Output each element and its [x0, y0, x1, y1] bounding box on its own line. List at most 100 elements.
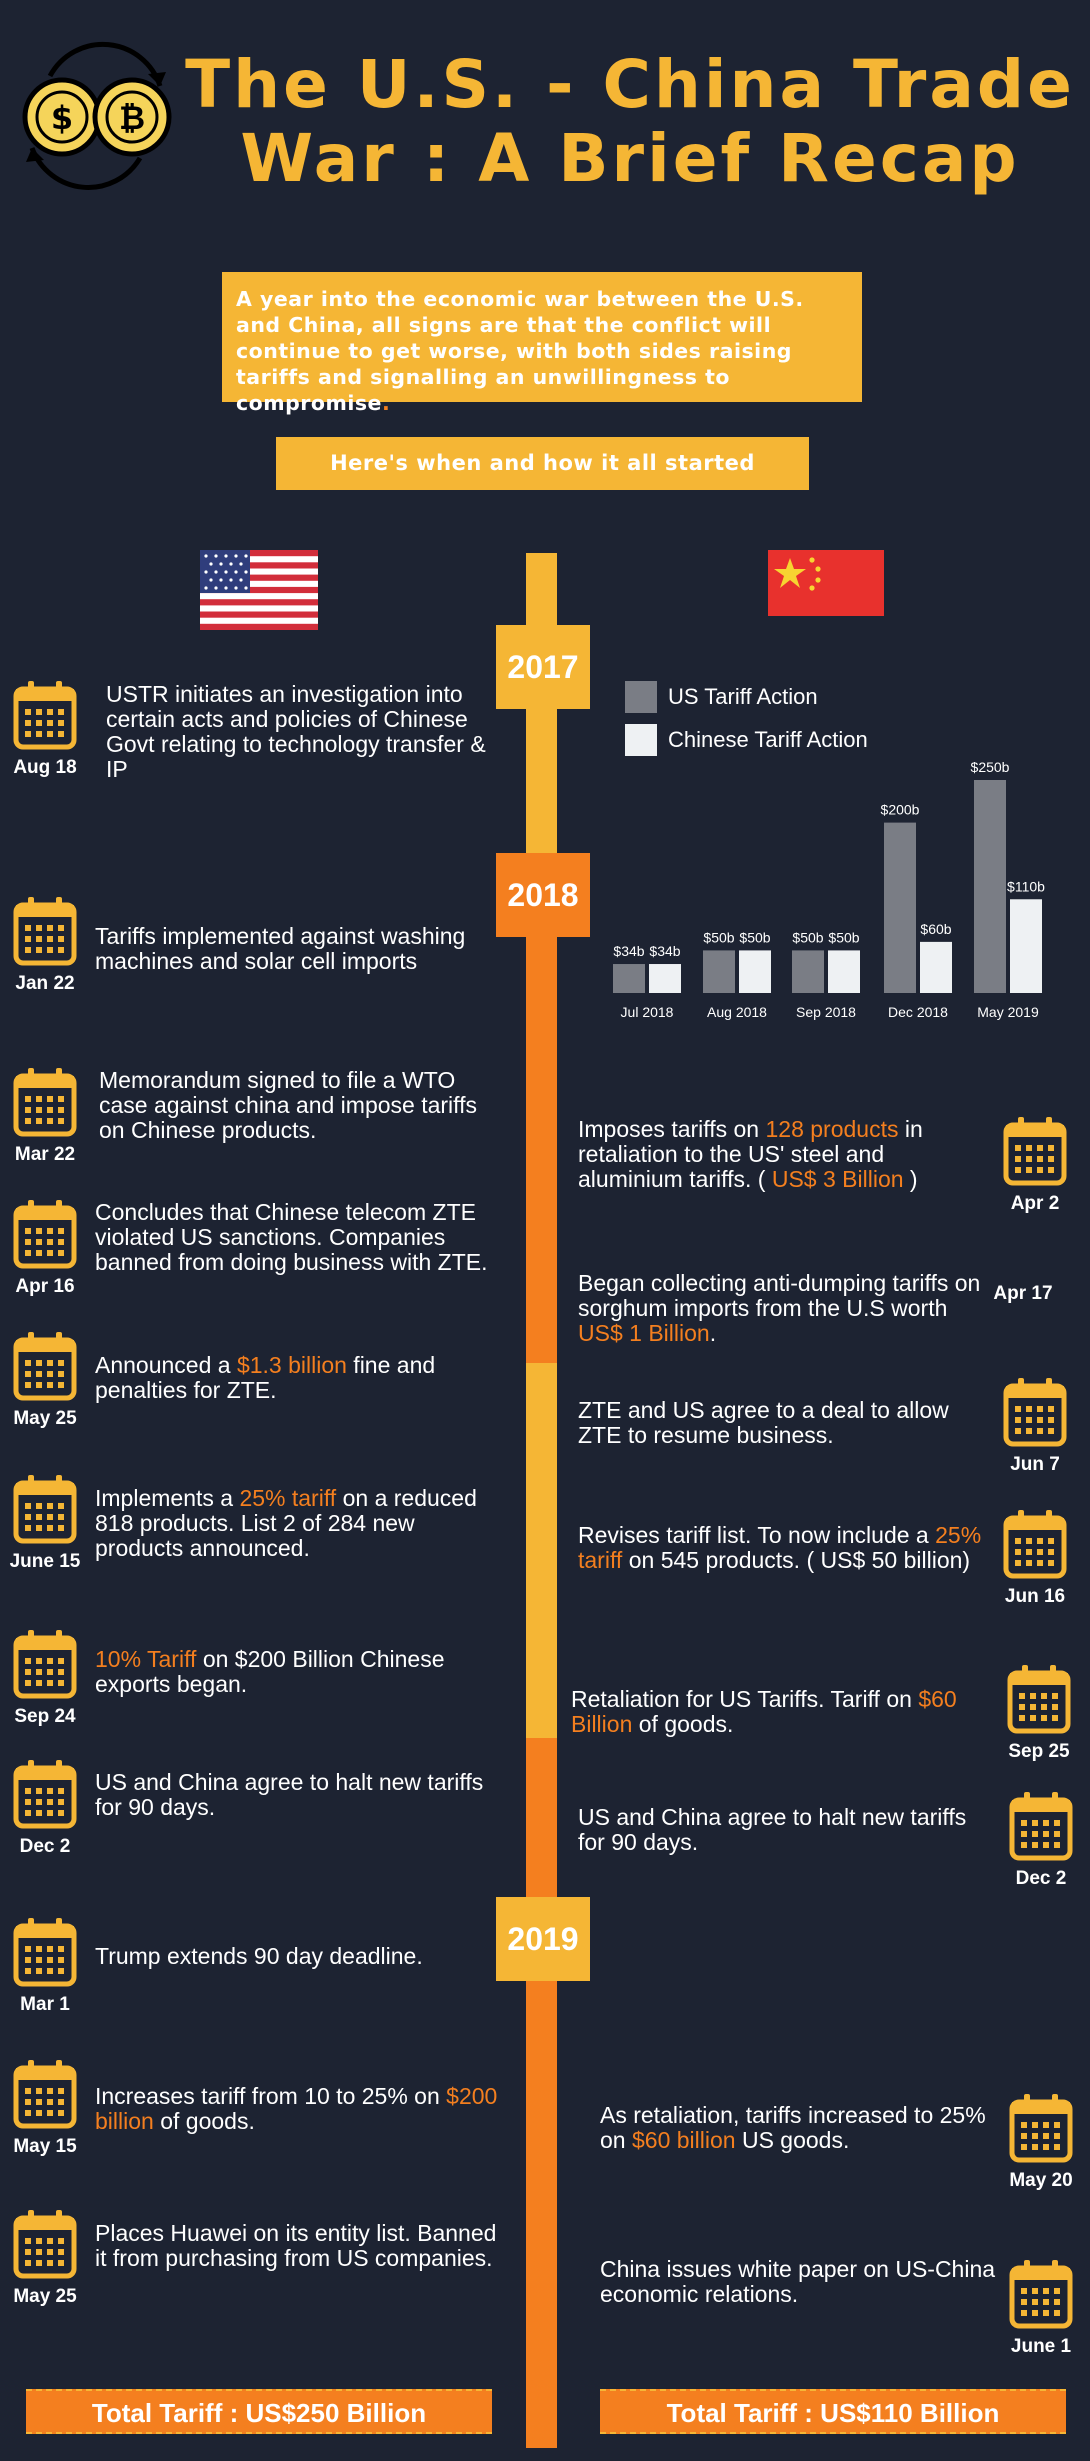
event-text-part: Retaliation for US Tariffs. Tariff on: [571, 1686, 919, 1712]
svg-text:₿: ₿: [119, 99, 145, 137]
cn-event-date: Jun 16: [1004, 1586, 1066, 1607]
bar-cn-0: [649, 964, 681, 993]
x-tick-label: May 2019: [977, 1004, 1039, 1020]
tariff-bar-chart: $34b $34b Jul 2018 $50b $50b Aug 2018 $50b $50b…: [600, 740, 1060, 1030]
calendar-icon: [13, 1200, 77, 1269]
cn-event-date: Apr 2: [1010, 1193, 1060, 1214]
legend-label-cn: Chinese Tariff Action: [668, 727, 868, 752]
calendar-icon: [1003, 1117, 1067, 1186]
calendar-icon: [13, 1918, 77, 1987]
calendar-icon: [13, 2060, 77, 2129]
total-us: Total Tariff : US$250 Billion: [26, 2389, 492, 2434]
highlight-text: $60 Billion: [571, 1686, 957, 1737]
event-text-part: US and China agree to halt new tariffs f…: [578, 1804, 967, 1855]
highlight-text: $60 billion: [631, 2127, 736, 2153]
us-event-date: June 15: [9, 1551, 81, 1572]
event-text-part: Places Huawei on its entity list. Banned…: [95, 2220, 497, 2271]
cn-event-date: Apr 17: [993, 1283, 1053, 1304]
us-flag-icon: [200, 550, 318, 630]
intro-period: .: [381, 391, 391, 415]
x-tick-label: Sep 2018: [796, 1004, 856, 1020]
us-event-text: Increases tariff from 10 to 25% on $200 …: [95, 2084, 505, 2134]
cn-event-text: ZTE and US agree to a deal to allow ZTE …: [578, 1398, 993, 1448]
event-text-part: Announced a: [95, 1352, 237, 1378]
event-text-part: of goods.: [153, 2108, 255, 2134]
event-text-part: US goods.: [735, 2127, 850, 2153]
event-text-part: in retaliation to the US' steel and alum…: [578, 1116, 923, 1192]
event-text-part: Revises tariff list. To now include a: [578, 1522, 936, 1548]
bar-us-1: [703, 950, 735, 993]
calendar-icon: [1003, 1510, 1067, 1579]
us-event-date: May 15: [13, 2136, 77, 2157]
us-event-date: Dec 2: [19, 1836, 71, 1857]
event-text-part: Memorandum signed to file a WTO case aga…: [99, 1067, 478, 1143]
bar-us-3: [884, 822, 916, 993]
us-event-date: May 25: [13, 1408, 77, 1429]
timeline-segment: [526, 853, 557, 1363]
event-text-part: Implements a: [95, 1485, 240, 1511]
event-text-part: Began collecting anti-dumping tariffs on…: [578, 1270, 981, 1321]
data-label: $50b: [828, 929, 859, 945]
us-event-text: Tariffs implemented against washing mach…: [95, 924, 505, 974]
calendar-icon: [1003, 1378, 1067, 1447]
event-text-part: USTR initiates an investigation into cer…: [106, 681, 486, 782]
timeline-segment: [526, 1363, 557, 1738]
legend-swatch-us: [625, 681, 657, 713]
data-label: $50b: [703, 929, 734, 945]
timeline-segment: [526, 1738, 557, 2448]
event-text-part: As retaliation, tariffs increased to 25%…: [600, 2102, 986, 2153]
calendar-icon: [13, 1630, 77, 1699]
cn-event-date: Sep 25: [1008, 1741, 1070, 1762]
data-label: $250b: [971, 759, 1010, 775]
us-event-text: Places Huawei on its entity list. Banned…: [95, 2221, 505, 2271]
us-event-date: Apr 16: [15, 1276, 75, 1297]
us-event-date: May 25: [13, 2286, 77, 2307]
us-event-date: Aug 18: [13, 757, 77, 778]
svg-text:$: $: [51, 99, 73, 137]
highlight-text: 25% tariff: [578, 1522, 982, 1573]
us-event-date: Jan 22: [15, 973, 75, 994]
us-event-date: Mar 1: [20, 1994, 70, 2015]
bar-us-2: [792, 950, 824, 993]
x-tick-label: Jul 2018: [621, 1004, 674, 1020]
cn-event-text: China issues white paper on US-China eco…: [600, 2257, 1000, 2307]
event-text-part: Concludes that Chinese telecom ZTE viola…: [95, 1199, 488, 1275]
started-banner: Here's when and how it all started: [276, 437, 809, 490]
year-2017: 2017: [496, 625, 590, 709]
bar-us-4: [974, 780, 1006, 993]
event-text-part: on a reduced 818 products. List 2 of 284…: [95, 1485, 477, 1561]
calendar-icon: [13, 1760, 77, 1829]
event-text-part: Imposes tariffs on: [578, 1116, 766, 1142]
calendar-icon: [13, 1332, 77, 1401]
event-text-part: .: [709, 1320, 717, 1346]
us-event-text: US and China agree to halt new tariffs f…: [95, 1770, 505, 1820]
cn-event-text: US and China agree to halt new tariffs f…: [578, 1805, 998, 1855]
cn-event-text: As retaliation, tariffs increased to 25%…: [600, 2103, 1000, 2153]
x-tick-label: Dec 2018: [888, 1004, 948, 1020]
calendar-icon: [1007, 1665, 1071, 1734]
event-text-part: on $200 Billion Chinese exports began.: [95, 1646, 445, 1697]
bar-cn-3: [920, 941, 952, 993]
highlight-text: 25% tariff: [239, 1485, 337, 1511]
event-text-part: Increases tariff from 10 to 25% on: [95, 2083, 447, 2109]
calendar-icon: [13, 1475, 77, 1544]
page-title: The U.S. - China Trade War : A Brief Rec…: [185, 46, 1075, 197]
cn-event-text: Imposes tariffs on 128 products in retal…: [578, 1117, 993, 1192]
us-event-text: Concludes that Chinese telecom ZTE viola…: [95, 1200, 505, 1275]
cn-event-date: June 1: [1010, 2336, 1072, 2357]
highlight-text: US$ 3 Billion: [771, 1166, 904, 1192]
calendar-icon: [1009, 2260, 1073, 2329]
calendar-icon: [13, 681, 77, 750]
calendar-icon: [13, 897, 77, 966]
legend-label-us: US Tariff Action: [668, 684, 818, 709]
event-text-part: China issues white paper on US-China eco…: [600, 2256, 996, 2307]
data-label: $50b: [739, 929, 770, 945]
bar-chart-svg: $34b $34b Jul 2018 $50b $50b Aug 2018 $50b $50b…: [613, 759, 1045, 1020]
data-label: $34b: [613, 943, 644, 959]
data-label: $50b: [792, 929, 823, 945]
data-label: $110b: [1007, 878, 1045, 894]
year-2019: 2019: [496, 1897, 590, 1981]
bar-cn-4: [1010, 899, 1042, 993]
year-2018: 2018: [496, 853, 590, 937]
cn-event-text: Began collecting anti-dumping tariffs on…: [578, 1271, 993, 1346]
